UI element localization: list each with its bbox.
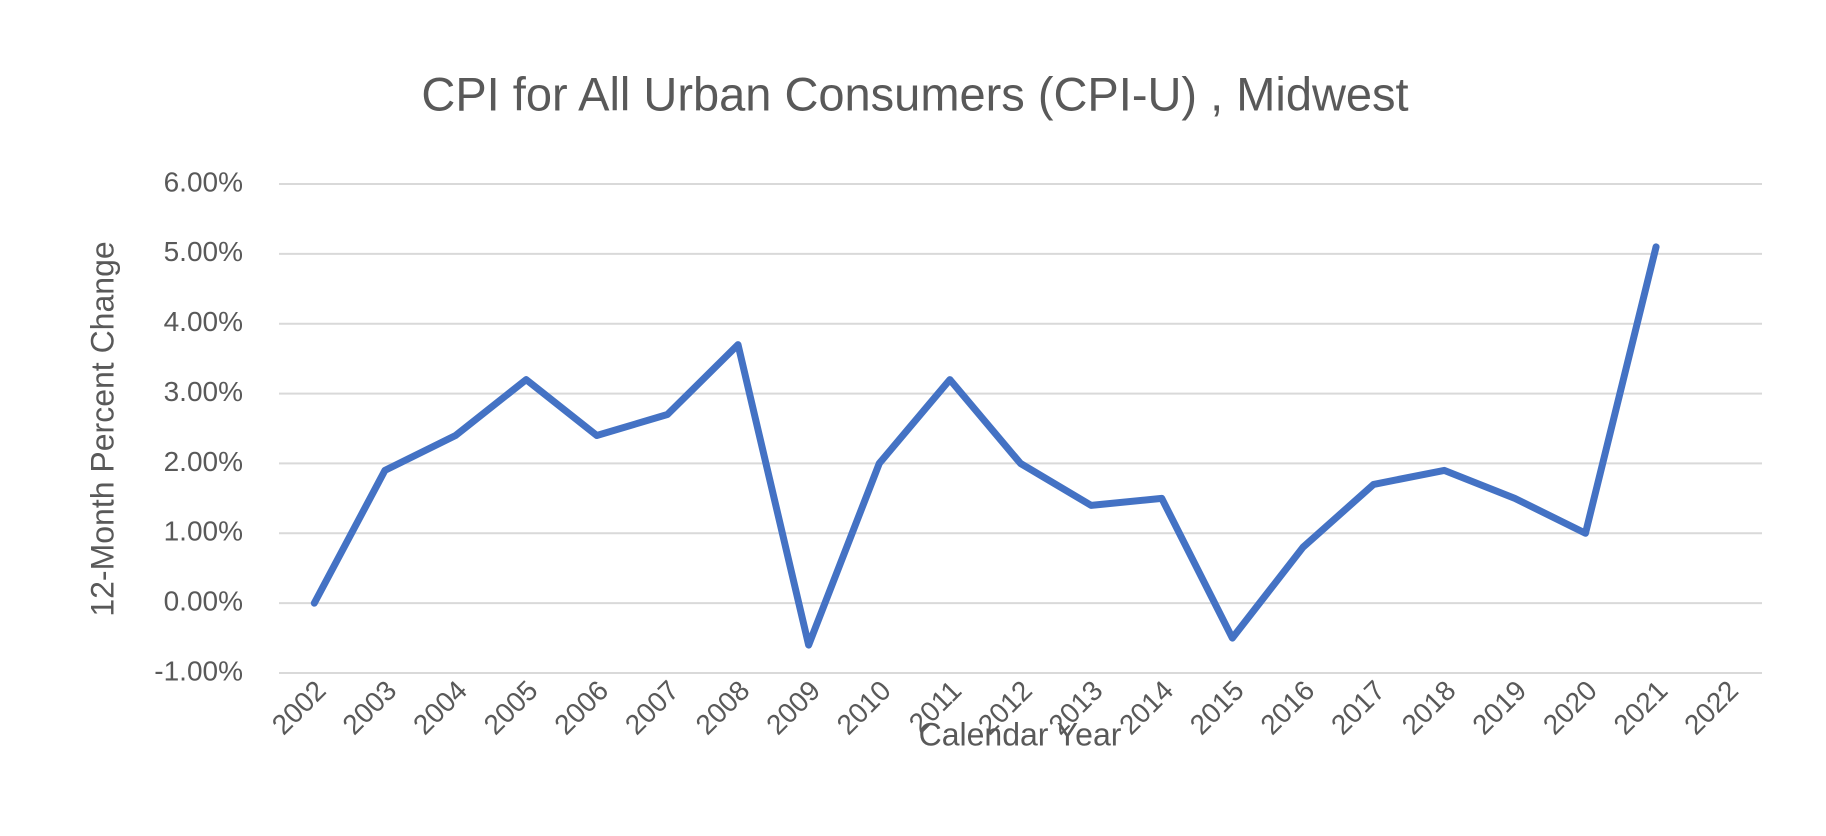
y-tick-label: -1.00% (154, 655, 243, 686)
y-tick-label: 1.00% (164, 516, 243, 547)
x-tick-label: 2014 (1113, 675, 1179, 741)
x-tick-label: 2021 (1608, 675, 1674, 741)
y-tick-label: 6.00% (164, 166, 243, 197)
x-tick-label: 2002 (266, 675, 332, 741)
x-tick-label: 2010 (831, 675, 897, 741)
x-axis-title: Calendar Year (919, 716, 1122, 752)
y-tick-label: 0.00% (164, 586, 243, 617)
chart-title: CPI for All Urban Consumers (CPI-U) , Mi… (421, 67, 1408, 120)
x-tick-label: 2003 (336, 675, 402, 741)
x-tick-label: 2009 (760, 675, 826, 741)
x-tick-label: 2004 (407, 675, 473, 741)
x-tick-label: 2018 (1396, 675, 1462, 741)
y-tick-label: 4.00% (164, 306, 243, 337)
x-tick-label: 2015 (1184, 675, 1250, 741)
x-tick-label: 2016 (1254, 675, 1320, 741)
x-tick-label: 2019 (1466, 675, 1532, 741)
x-tick-label: 2005 (478, 675, 544, 741)
y-tick-label: 3.00% (164, 376, 243, 407)
x-tick-label: 2006 (548, 675, 614, 741)
y-axis-title: 12-Month Percent Change (84, 241, 120, 616)
x-tick-label: 2008 (690, 675, 756, 741)
y-tick-label: 2.00% (164, 446, 243, 477)
x-tick-label: 2020 (1537, 675, 1603, 741)
y-tick-label: 5.00% (164, 236, 243, 267)
x-tick-label: 2017 (1325, 675, 1391, 741)
x-tick-label: 2007 (619, 675, 685, 741)
x-tick-label: 2022 (1678, 675, 1744, 741)
data-line (310, 243, 1660, 649)
